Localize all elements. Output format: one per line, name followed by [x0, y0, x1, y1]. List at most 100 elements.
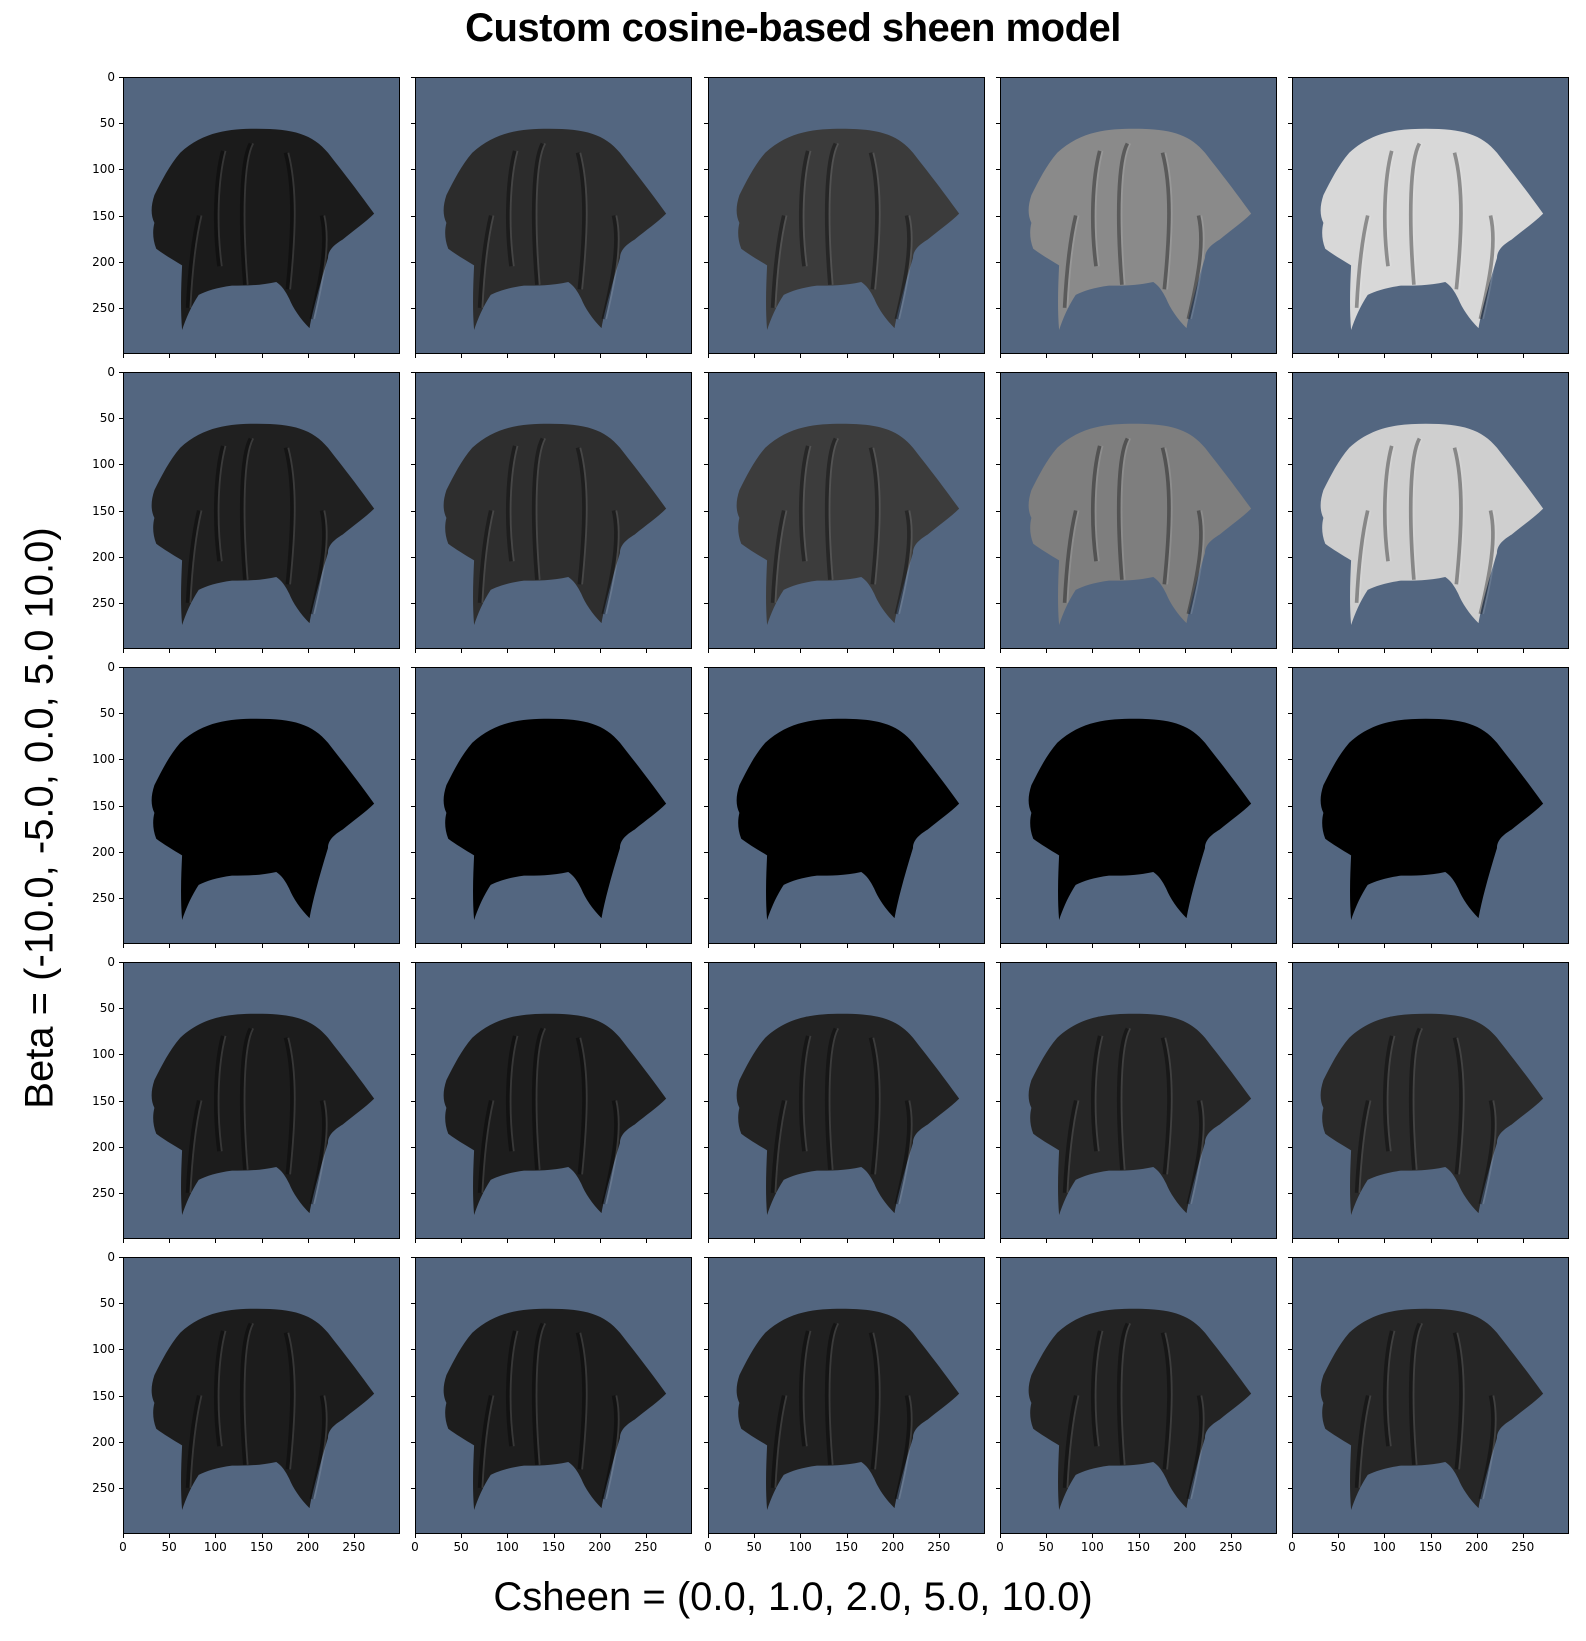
x-tick-mark [1138, 1534, 1140, 1538]
x-tick-mark [846, 944, 848, 948]
x-tick-label: 150 [835, 1540, 858, 1554]
x-tick-mark [307, 1239, 309, 1243]
y-tick-mark [1288, 602, 1292, 604]
x-tick-mark [169, 1534, 171, 1538]
cloth-shape [151, 423, 375, 625]
y-tick-label: 200 [92, 549, 115, 564]
y-tick-label: 200 [92, 1434, 115, 1449]
render-panel [1000, 372, 1277, 649]
y-tick-mark [411, 1487, 415, 1489]
x-tick-mark [1430, 354, 1432, 358]
cloth-fold [601, 1395, 618, 1500]
x-tick-mark [123, 354, 124, 358]
y-tick-mark [411, 1008, 415, 1010]
cloth-fold-highlight [243, 1323, 255, 1465]
y-tick-mark [704, 1146, 708, 1148]
x-tick-mark [261, 354, 263, 358]
cloth-fold-highlight [898, 1395, 913, 1500]
y-tick-mark [1288, 1100, 1292, 1102]
y-tick-mark [119, 1395, 123, 1397]
x-tick-mark [1430, 649, 1432, 653]
cloth-shape [1320, 1013, 1544, 1215]
cloth-fold [213, 1035, 225, 1152]
x-tick-mark [553, 1534, 555, 1538]
x-tick-mark [1046, 649, 1048, 653]
cloth-fold-highlight [898, 1100, 913, 1205]
y-tick-mark [119, 215, 123, 217]
x-tick-label: 50 [453, 1540, 469, 1554]
cloth-fold-highlight [1456, 1332, 1465, 1470]
y-tick-mark [411, 556, 415, 558]
cloth-fold [770, 1395, 786, 1488]
x-tick-label: 100 [495, 1540, 519, 1554]
cloth-fold [894, 1395, 911, 1500]
x-tick-mark [846, 649, 848, 653]
x-tick-mark [1184, 944, 1186, 948]
cloth-fold [1478, 1395, 1495, 1500]
x-tick-mark [1476, 1534, 1478, 1538]
y-tick-mark [1288, 1487, 1292, 1489]
x-tick-mark [353, 354, 355, 358]
cloth-shape [1028, 1308, 1252, 1510]
cloth-fold-highlight [1482, 215, 1497, 320]
cloth-fold-highlight [1482, 1395, 1497, 1500]
y-tick-label: 0 [107, 70, 115, 84]
cloth-fold [1354, 215, 1370, 308]
x-tick-label: 250 [634, 1540, 658, 1554]
cloth-fold-highlight [605, 1395, 620, 1500]
cloth-fold [239, 437, 253, 580]
y-tick-mark [704, 510, 708, 512]
x-tick-mark [1338, 649, 1340, 653]
x-tick-mark [645, 649, 647, 653]
y-tick-mark [996, 713, 1000, 715]
cloth-fold-highlight [774, 1395, 788, 1488]
y-tick-label: 50 [99, 706, 115, 721]
y-tick-label: 150 [92, 1388, 115, 1403]
cloth-fold [1478, 1100, 1495, 1205]
cloth-fold [824, 142, 838, 285]
x-tick-label: 50 [1038, 1540, 1054, 1554]
y-tick-mark [119, 759, 123, 761]
x-tick-mark [1476, 649, 1478, 653]
cloth-fold-highlight [509, 1035, 519, 1152]
cloth-fold-highlight [1066, 1100, 1080, 1193]
x-tick-mark [553, 944, 555, 948]
y-tick-mark [411, 510, 415, 512]
cloth-fold [239, 1322, 253, 1465]
x-tick-mark [507, 944, 509, 948]
cloth-fold-highlight [243, 438, 255, 580]
x-tick-mark [708, 649, 709, 653]
y-tick-mark [1288, 77, 1292, 78]
cloth-fold-highlight [1120, 143, 1132, 285]
cloth-fold [1452, 1332, 1463, 1470]
y-tick-mark [1288, 1054, 1292, 1056]
x-tick-mark [1000, 944, 1001, 948]
cloth-fold [575, 152, 586, 290]
cloth-render-image [415, 372, 692, 649]
y-tick-mark [996, 307, 1000, 309]
x-tick-mark [892, 1239, 894, 1243]
cloth-fold [1160, 447, 1171, 585]
cloth-render-image [708, 962, 985, 1239]
x-tick-mark [1430, 1534, 1432, 1538]
cloth-fold-highlight [189, 1395, 203, 1488]
y-tick-label: 0 [107, 1250, 115, 1264]
x-tick-mark [1000, 1239, 1001, 1243]
y-tick-mark [119, 1303, 123, 1305]
x-tick-mark [599, 649, 601, 653]
cloth-render-image [1000, 77, 1277, 354]
cloth-fold [283, 447, 294, 585]
cloth-fold-highlight [1164, 1037, 1173, 1175]
x-tick-mark [754, 944, 756, 948]
x-tick-mark [1384, 1239, 1386, 1243]
y-tick-mark [704, 1100, 708, 1102]
cloth-render-image [708, 77, 985, 354]
x-tick-mark [1522, 944, 1524, 948]
y-tick-mark [704, 897, 708, 899]
y-tick-mark [411, 372, 415, 373]
cloth-render-image [708, 372, 985, 649]
cloth-fold-highlight [287, 1037, 296, 1175]
cloth-shape [736, 128, 960, 330]
y-tick-mark [119, 897, 123, 899]
cloth-fold [798, 150, 810, 267]
